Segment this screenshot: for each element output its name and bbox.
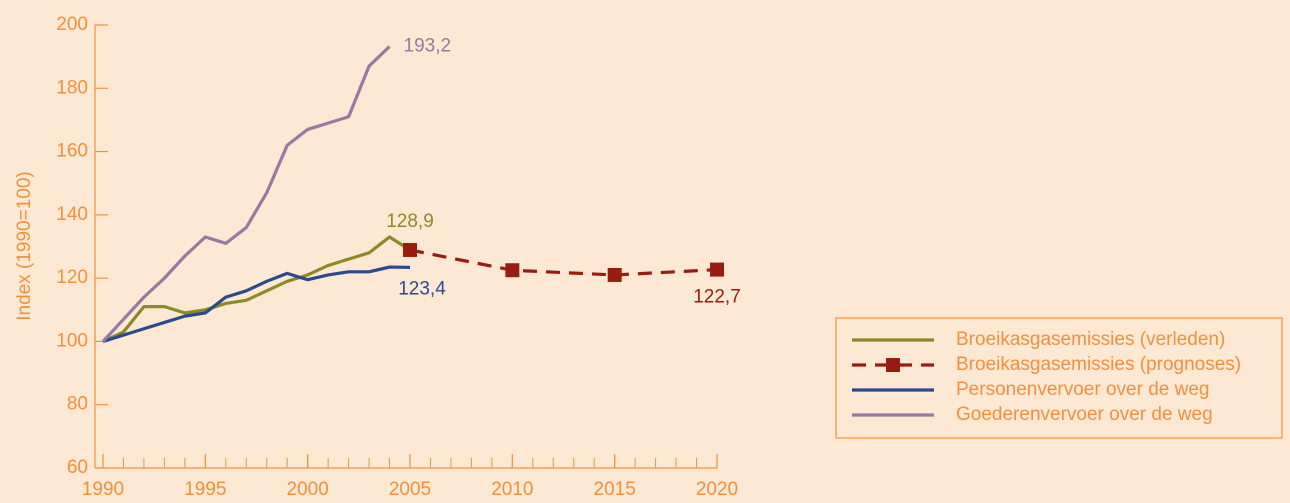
x-tick-label: 2010 (491, 479, 533, 500)
x-tick-label: 1995 (184, 479, 226, 500)
x-tick-label: 2005 (389, 479, 431, 500)
series-marker (505, 263, 520, 278)
series-marker (607, 267, 622, 282)
series-line (101, 45, 391, 343)
y-tick-label: 140 (56, 204, 88, 225)
x-tick-label: 1990 (82, 479, 124, 500)
series-line (409, 248, 718, 277)
series-marker (403, 242, 417, 257)
series-marker (710, 262, 724, 277)
data-label: 123,4 (398, 278, 446, 299)
legend-label: Broeikasgasemissies (verleden) (956, 329, 1225, 350)
x-tick-label: 2015 (594, 479, 636, 500)
data-label: 122,7 (693, 287, 741, 308)
y-axis-label: Index (1990=100) (14, 171, 35, 320)
y-tick-label: 120 (56, 267, 88, 288)
y-tick-label: 180 (56, 77, 88, 98)
series-line (102, 265, 411, 343)
legend-label: Broeikasgasemissies (prognoses) (956, 354, 1241, 375)
y-tick-label: 80 (67, 394, 88, 415)
x-tick-label: 2020 (696, 479, 738, 500)
legend-label: Personenvervoer over de weg (956, 379, 1209, 400)
y-tick-label: 100 (56, 330, 88, 351)
legend-marker (886, 358, 900, 372)
series-line (102, 235, 411, 343)
data-label: 128,9 (386, 211, 434, 232)
y-tick-label: 160 (56, 141, 88, 162)
y-tick-label: 60 (67, 457, 88, 478)
y-tick-label: 200 (56, 14, 88, 35)
legend-label: Goederenvervoer over de weg (956, 404, 1213, 425)
x-tick-label: 2000 (287, 479, 329, 500)
legend-box (835, 317, 1283, 439)
data-label: 193,2 (404, 36, 452, 57)
